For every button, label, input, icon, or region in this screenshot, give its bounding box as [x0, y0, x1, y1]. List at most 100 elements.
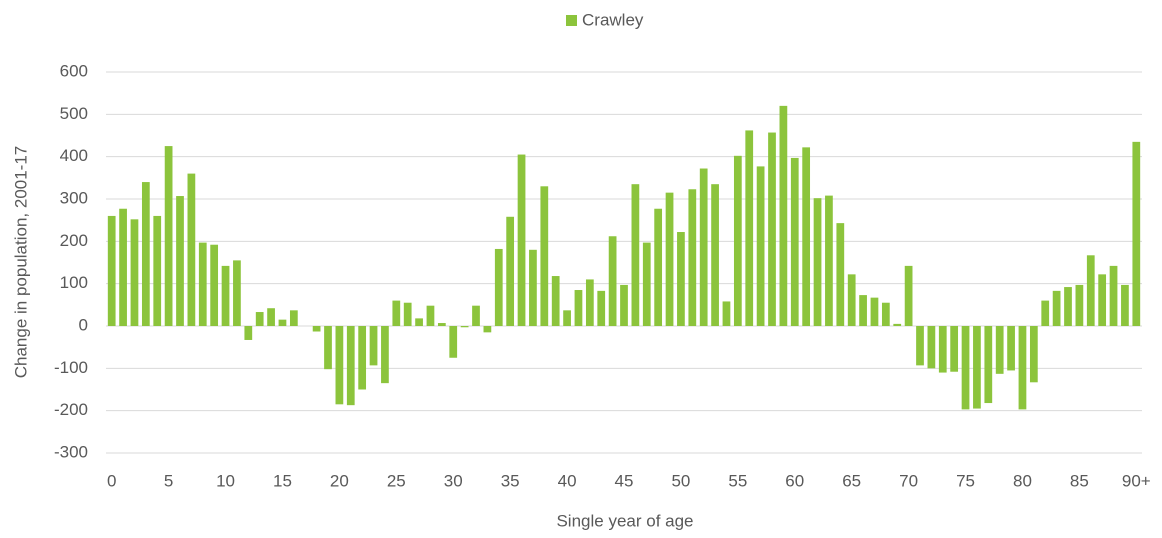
- x-tick-label: 5: [164, 471, 173, 490]
- bar: [665, 192, 674, 326]
- bar: [779, 105, 788, 326]
- bar: [1041, 300, 1050, 326]
- bar: [1086, 255, 1095, 326]
- bar: [187, 173, 196, 326]
- bar: [392, 300, 401, 326]
- bar: [1098, 274, 1107, 326]
- bar: [699, 168, 708, 326]
- bar: [198, 242, 207, 326]
- x-tick-label: 40: [558, 471, 577, 490]
- x-tick-label: 55: [728, 471, 747, 490]
- x-tick-label: 0: [107, 471, 116, 490]
- bar: [130, 219, 139, 326]
- bar: [745, 130, 754, 326]
- y-tick-label: 0: [79, 315, 88, 334]
- bar: [324, 326, 332, 370]
- bar: [585, 279, 594, 326]
- bar: [790, 157, 799, 326]
- x-tick-label: 15: [273, 471, 292, 490]
- x-tick-label: 75: [956, 471, 975, 490]
- bar: [847, 274, 856, 326]
- bar: [255, 312, 264, 326]
- bar: [449, 326, 458, 358]
- bar: [107, 215, 116, 326]
- bar: [358, 326, 367, 390]
- bar: [517, 154, 526, 326]
- bar: [369, 326, 378, 366]
- x-tick-label: 10: [216, 471, 235, 490]
- bar: [938, 326, 947, 373]
- x-tick-label: 65: [842, 471, 861, 490]
- y-axis-title: Change in population, 2001-17: [11, 146, 30, 379]
- y-tick-label: 600: [60, 61, 88, 80]
- bar: [494, 248, 503, 326]
- bar: [1109, 265, 1118, 326]
- bar: [688, 189, 697, 326]
- bar: [403, 302, 412, 326]
- x-tick-label: 80: [1013, 471, 1032, 490]
- bar: [529, 249, 537, 326]
- bar: [221, 265, 230, 326]
- bar: [859, 295, 867, 326]
- bar: [1075, 284, 1084, 326]
- bar: [733, 155, 742, 326]
- bar: [802, 147, 811, 326]
- bar: [233, 260, 241, 326]
- x-axis-title: Single year of age: [556, 511, 693, 530]
- bar: [711, 184, 719, 326]
- bar: [551, 276, 560, 326]
- legend-swatch: [566, 15, 577, 26]
- bar: [289, 310, 298, 326]
- bar: [574, 290, 583, 326]
- bar: [210, 244, 219, 326]
- bar: [346, 326, 355, 406]
- y-tick-label: 500: [60, 104, 88, 123]
- bar: [904, 265, 913, 326]
- bar: [722, 301, 731, 326]
- bar: [836, 223, 845, 326]
- bar: [381, 326, 389, 384]
- bar: [1064, 287, 1072, 326]
- bar: [563, 310, 571, 326]
- bar: [506, 216, 515, 326]
- bar: [437, 323, 446, 326]
- x-tick-label: 35: [501, 471, 520, 490]
- y-tick-label: 300: [60, 188, 88, 207]
- bar: [426, 305, 435, 326]
- bar: [950, 326, 959, 372]
- x-tick-label: 20: [330, 471, 349, 490]
- x-tick-label: 60: [785, 471, 804, 490]
- bar: [267, 308, 275, 326]
- x-tick-label: 25: [387, 471, 406, 490]
- bar: [916, 326, 924, 366]
- bar: [1029, 326, 1038, 383]
- legend-label: Crawley: [582, 10, 644, 29]
- bar: [893, 323, 902, 326]
- bar: [141, 182, 150, 326]
- y-tick-label: 400: [60, 146, 88, 165]
- bar: [1007, 326, 1015, 371]
- bar: [540, 186, 549, 326]
- x-tick-label: 90+: [1122, 471, 1151, 490]
- y-tick-label: -100: [54, 358, 88, 377]
- bar: [756, 166, 765, 326]
- bar: [677, 232, 685, 326]
- bar: [153, 215, 162, 326]
- x-tick-label: 50: [671, 471, 690, 490]
- bar: [961, 326, 970, 410]
- x-tick-label: 45: [615, 471, 634, 490]
- bar: [825, 195, 833, 326]
- y-tick-label: 200: [60, 231, 88, 250]
- bar: [973, 326, 981, 409]
- bar: [1018, 326, 1027, 410]
- bar: [1052, 290, 1061, 326]
- bar: [164, 146, 173, 326]
- bar: [984, 326, 993, 404]
- bar: [995, 326, 1004, 374]
- bar: [119, 208, 127, 326]
- bar: [415, 318, 423, 326]
- bar: [244, 326, 253, 340]
- bar: [870, 297, 879, 326]
- bar: [312, 326, 321, 332]
